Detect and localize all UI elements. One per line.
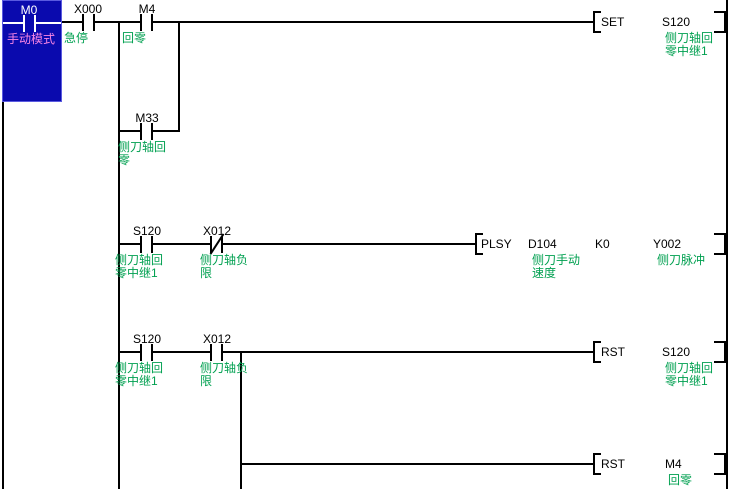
set-right-bracket <box>714 11 726 33</box>
set-mnemonic[interactable]: SET <box>601 15 625 29</box>
plsy-left-bracket <box>475 233 483 255</box>
contact-m0 <box>23 15 36 32</box>
comment-m33: 侧刀轴回零 <box>118 140 167 167</box>
comment-rst-m4: 回零 <box>668 473 693 487</box>
comment-x012-rung2: 侧刀轴负限 <box>200 253 249 280</box>
plsy-operand-d104[interactable]: D104 <box>528 237 557 251</box>
comment-m4: 回零 <box>122 31 147 45</box>
comment-y002: 侧刀脉冲 <box>657 253 706 267</box>
set-left-bracket <box>593 11 601 33</box>
device-label-s120-rung3: S120 <box>132 332 162 346</box>
device-label-m4: M4 <box>138 2 156 16</box>
device-label-s120-rung2: S120 <box>132 224 162 238</box>
left-power-rail <box>2 0 4 489</box>
m33-branch-rail <box>178 21 180 132</box>
contact-m4[interactable] <box>140 14 153 31</box>
rung2-wire <box>118 243 476 245</box>
contact-m33[interactable] <box>140 123 153 140</box>
rst-operand-s120[interactable]: S120 <box>662 345 691 359</box>
plsy-operand-k0[interactable]: K0 <box>595 237 610 251</box>
rung4-wire <box>240 463 594 465</box>
device-label-x012-rung3: X012 <box>202 332 232 346</box>
device-label-m33: M33 <box>135 111 159 125</box>
comment-s120-rung2: 侧刀轴回零中继1 <box>115 253 164 280</box>
rst-m4-mnemonic[interactable]: RST <box>601 457 625 471</box>
comment-m0: 手动模式 <box>7 32 56 46</box>
device-label-m0: M0 <box>20 3 38 17</box>
contact-s120-rung3[interactable] <box>140 344 153 361</box>
contact-x000[interactable] <box>82 14 95 31</box>
comment-x000: 急停 <box>64 31 89 45</box>
rst-m4-left-bracket <box>593 453 601 475</box>
comment-d104: 侧刀手动速度 <box>532 253 581 280</box>
rst-operand-m4[interactable]: M4 <box>665 457 682 471</box>
set-operand-s120[interactable]: S120 <box>662 15 691 29</box>
rung1-wire <box>62 21 594 23</box>
rst-m4-right-bracket <box>714 453 726 475</box>
comment-x012-rung3: 侧刀轴负限 <box>200 361 249 388</box>
rst-s120-right-bracket <box>714 341 726 363</box>
plsy-operand-y002[interactable]: Y002 <box>653 237 682 251</box>
comment-set-s120: 侧刀轴回零中继1 <box>665 31 714 58</box>
rung3-wire <box>118 351 594 353</box>
plsy-mnemonic[interactable]: PLSY <box>481 237 512 251</box>
rst-s120-mnemonic[interactable]: RST <box>601 345 625 359</box>
device-label-x000: X000 <box>73 2 103 16</box>
device-label-x012-rung2: X012 <box>202 224 232 238</box>
selected-cell-m0[interactable]: M0 手动模式 <box>2 0 62 102</box>
rst-s120-left-bracket <box>593 341 601 363</box>
main-branch-rail <box>118 21 120 489</box>
comment-rst-s120: 侧刀轴回零中继1 <box>665 361 714 388</box>
contact-x012-rung3[interactable] <box>210 344 223 361</box>
comment-s120-rung3: 侧刀轴回零中继1 <box>115 361 164 388</box>
rst-branch-rail <box>240 351 242 489</box>
right-power-rail <box>726 0 728 489</box>
contact-s120-rung2[interactable] <box>140 236 153 253</box>
plsy-right-bracket <box>714 233 726 255</box>
